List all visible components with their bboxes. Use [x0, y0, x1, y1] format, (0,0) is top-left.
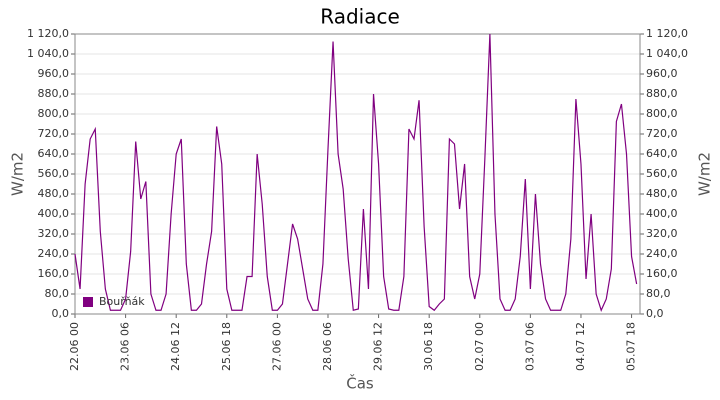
- legend-swatch: [83, 297, 93, 307]
- y-tick-label: 0,0: [52, 307, 70, 320]
- x-axis-label: Čas: [346, 374, 374, 393]
- y2-tick-label: 1 040,0: [646, 47, 688, 60]
- y-tick-label: 640,0: [38, 147, 70, 160]
- y-tick-label: 1 120,0: [27, 27, 69, 40]
- y-tick-label: 800,0: [38, 107, 70, 120]
- y-axis-label: W/m2: [9, 152, 27, 196]
- chart-title: Radiace: [320, 5, 400, 29]
- y-tick-label: 880,0: [38, 87, 70, 100]
- y2-tick-label: 80,0: [646, 287, 671, 300]
- x-tick-label: 28.06 06: [321, 322, 334, 371]
- y2-axis-label: W/m2: [696, 152, 714, 196]
- y-tick-label: 160,0: [38, 267, 70, 280]
- y-tick-label: 240,0: [38, 247, 70, 260]
- legend-label: Bouřňák: [99, 295, 145, 308]
- x-tick-label: 03.07 06: [523, 322, 536, 371]
- y-tick-label: 480,0: [38, 187, 70, 200]
- y-tick-label: 80,0: [45, 287, 70, 300]
- x-tick-label: 04.07 12: [574, 322, 587, 371]
- x-tick-label: 25.06 18: [220, 322, 233, 371]
- y2-tick-label: 560,0: [646, 167, 678, 180]
- x-tick-label: 27.06 00: [270, 322, 283, 371]
- x-tick-label: 02.07 00: [473, 322, 486, 371]
- y2-tick-label: 720,0: [646, 127, 678, 140]
- y2-tick-label: 400,0: [646, 207, 678, 220]
- y-tick-label: 320,0: [38, 227, 70, 240]
- x-tick-label: 22.06 00: [68, 322, 81, 371]
- y-tick-label: 400,0: [38, 207, 70, 220]
- x-tick-label: 23.06 06: [119, 322, 132, 371]
- y2-tick-label: 1 120,0: [646, 27, 688, 40]
- x-tick-label: 24.06 12: [169, 322, 182, 371]
- y2-tick-label: 320,0: [646, 227, 678, 240]
- x-tick-label: 29.06 12: [372, 322, 385, 371]
- y2-tick-label: 240,0: [646, 247, 678, 260]
- y2-tick-label: 0,0: [646, 307, 664, 320]
- y-tick-label: 720,0: [38, 127, 70, 140]
- series-line: [74, 33, 638, 312]
- y2-tick-label: 960,0: [646, 67, 678, 80]
- y2-tick-label: 800,0: [646, 107, 678, 120]
- y-tick-label: 1 040,0: [27, 47, 69, 60]
- y-tick-label: 960,0: [38, 67, 70, 80]
- plot-frame: [74, 33, 641, 315]
- y2-tick-label: 880,0: [646, 87, 678, 100]
- y-tick-label: 560,0: [38, 167, 70, 180]
- x-tick-label: 30.06 18: [422, 322, 435, 371]
- x-tick-label: 05.07 18: [625, 322, 638, 371]
- y2-tick-label: 480,0: [646, 187, 678, 200]
- y2-tick-label: 160,0: [646, 267, 678, 280]
- y2-tick-label: 640,0: [646, 147, 678, 160]
